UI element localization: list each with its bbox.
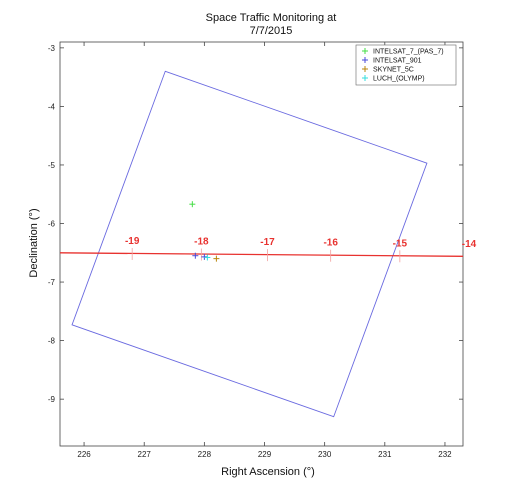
track-hour-label: -16 — [323, 238, 338, 249]
legend-box — [355, 44, 457, 86]
track-hour-label: -18 — [194, 237, 209, 248]
track-hour-label: -14 — [462, 239, 477, 250]
x-tick-label: 226 — [77, 450, 91, 459]
legend-entry: INTELSAT_901 — [373, 58, 422, 65]
track-hour-label: -15 — [393, 238, 408, 249]
y-tick-label: -5 — [48, 161, 56, 170]
x-tick-label: 231 — [378, 450, 392, 459]
field-of-view-outline — [71, 70, 428, 418]
track-hour-label: -17 — [260, 237, 275, 248]
legend: INTELSAT_7_(PAS_7) INTELSAT_901 SKYNET_5C L… — [355, 44, 457, 86]
plot-area: 226 227 228 229 230 231 232 -3 -4 -5 -6 -7 -8 -9 -19 -1… — [48, 41, 477, 459]
track-hour-label: -19 — [125, 236, 140, 247]
x-tick-label: 230 — [318, 450, 332, 459]
satellite-marker — [201, 253, 208, 260]
y-tick-label: -7 — [48, 278, 56, 287]
y-tick-label: -9 — [48, 395, 56, 404]
satellite-track-line — [60, 252, 463, 257]
satellite-marker — [213, 255, 220, 262]
legend-entry: INTELSAT_7_(PAS_7) — [373, 49, 444, 56]
legend-entry: LUCH_(OLYMP) — [373, 76, 425, 83]
x-tick-label: 228 — [198, 450, 212, 459]
satellite-marker — [189, 201, 196, 208]
y-axis-title: Declination (°) — [28, 208, 40, 277]
y-tick-label: -8 — [48, 337, 56, 346]
legend-entry: SKYNET_5C — [373, 67, 414, 74]
y-tick-label: -6 — [48, 220, 56, 229]
x-tick-label: 227 — [138, 450, 152, 459]
satellite-marker — [192, 252, 199, 259]
chart-title-line2: 7/7/2015 — [250, 25, 293, 37]
x-tick-label: 232 — [438, 450, 452, 459]
plot-frame — [59, 41, 464, 447]
chart-title-line1: Space Traffic Monitoring at — [206, 12, 337, 24]
y-tick-label: -4 — [48, 102, 56, 111]
satellite-marker — [204, 254, 211, 261]
x-axis-title: Right Ascension (°) — [221, 466, 315, 478]
y-tick-label: -3 — [48, 44, 56, 53]
x-tick-label: 229 — [258, 450, 272, 459]
